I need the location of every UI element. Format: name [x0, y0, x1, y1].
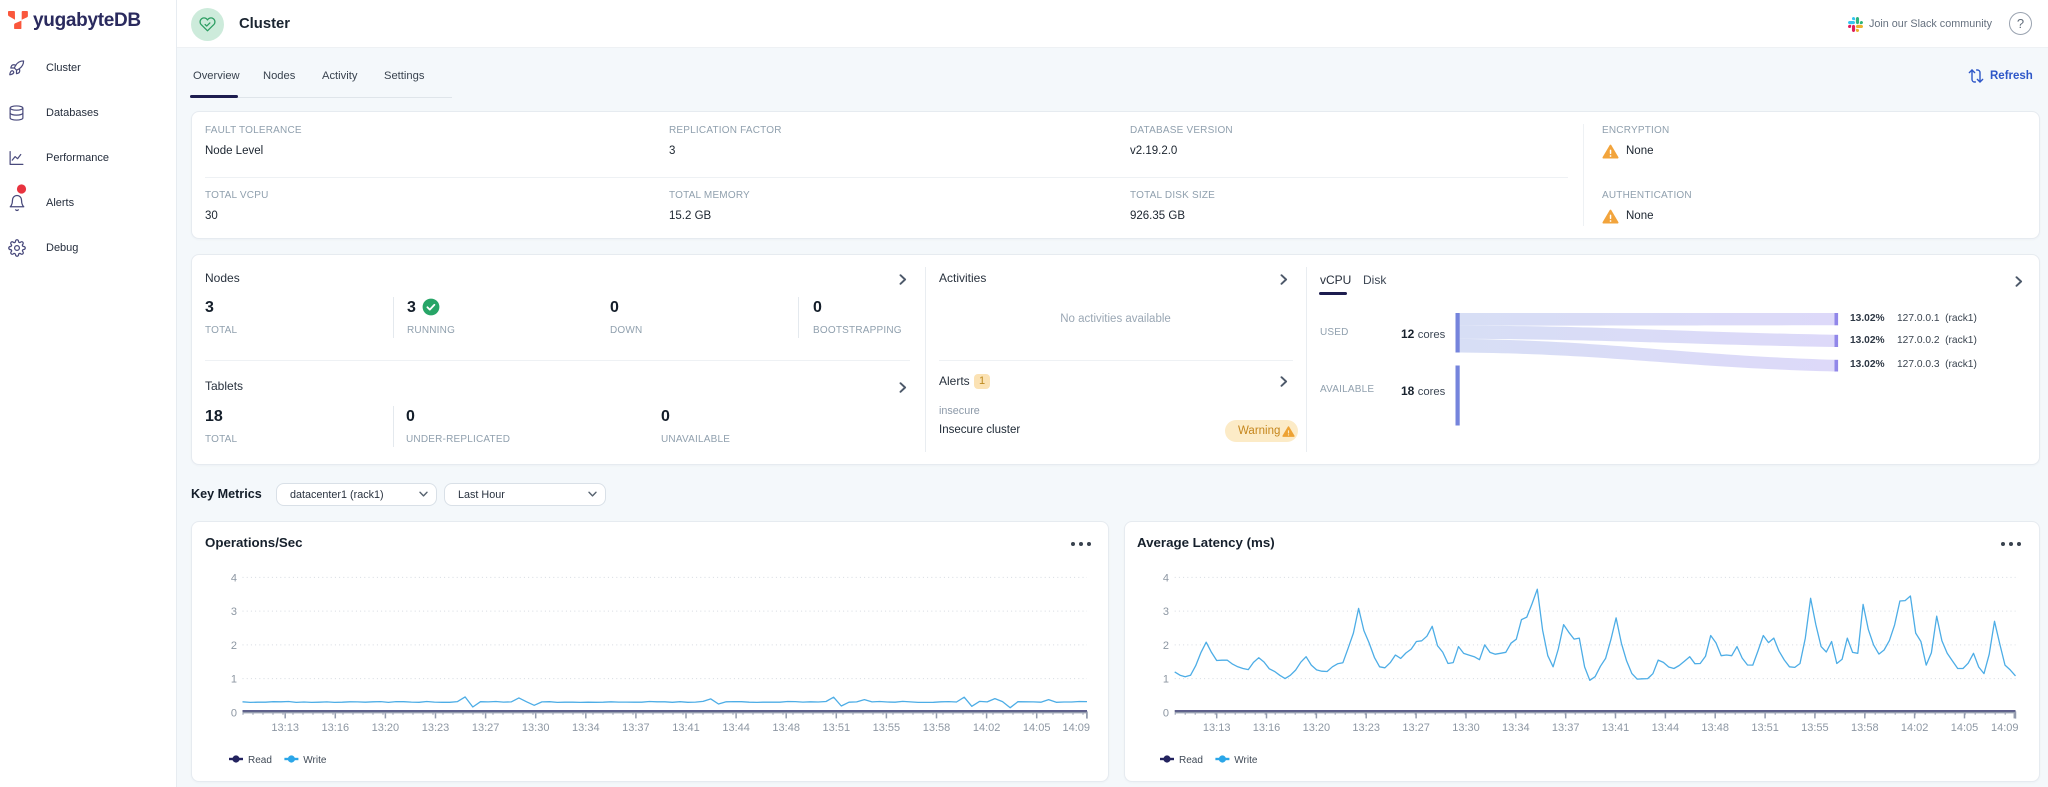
svg-text:13:37: 13:37 [1552, 722, 1580, 734]
svg-text:13:23: 13:23 [422, 722, 450, 734]
svg-text:13:34: 13:34 [1502, 722, 1530, 734]
svg-text:Read: Read [1179, 755, 1203, 765]
svg-text:13:51: 13:51 [823, 722, 851, 734]
svg-text:3: 3 [1163, 606, 1169, 618]
svg-text:0: 0 [1163, 707, 1169, 719]
svg-text:13:23: 13:23 [1352, 722, 1380, 734]
svg-text:Write: Write [1235, 755, 1259, 765]
svg-text:13:44: 13:44 [722, 722, 750, 734]
svg-text:4: 4 [231, 572, 237, 584]
svg-text:4: 4 [1163, 572, 1169, 584]
svg-text:14:09: 14:09 [1062, 722, 1090, 734]
svg-text:Read: Read [248, 755, 272, 765]
svg-text:13:58: 13:58 [1851, 722, 1879, 734]
svg-text:0: 0 [231, 707, 237, 719]
svg-text:1: 1 [231, 674, 237, 686]
svg-text:13:41: 13:41 [1602, 722, 1630, 734]
svg-text:14:09: 14:09 [1991, 722, 2019, 734]
svg-text:13:30: 13:30 [522, 722, 550, 734]
svg-text:13:58: 13:58 [923, 722, 951, 734]
svg-text:2: 2 [1163, 640, 1169, 652]
svg-text:13:44: 13:44 [1652, 722, 1680, 734]
svg-text:13:48: 13:48 [1701, 722, 1729, 734]
svg-text:13:55: 13:55 [1801, 722, 1829, 734]
svg-text:14:05: 14:05 [1023, 722, 1051, 734]
svg-text:13:20: 13:20 [1303, 722, 1331, 734]
svg-text:14:02: 14:02 [973, 722, 1001, 734]
svg-text:13:13: 13:13 [271, 722, 299, 734]
svg-text:13:30: 13:30 [1452, 722, 1480, 734]
svg-text:13:55: 13:55 [873, 722, 901, 734]
svg-text:13:41: 13:41 [672, 722, 700, 734]
svg-text:13:48: 13:48 [772, 722, 800, 734]
svg-text:1: 1 [1163, 674, 1169, 686]
svg-text:13:20: 13:20 [372, 722, 400, 734]
svg-text:13:27: 13:27 [1402, 722, 1430, 734]
svg-text:13:37: 13:37 [622, 722, 650, 734]
svg-text:13:13: 13:13 [1203, 722, 1231, 734]
svg-text:2: 2 [231, 640, 237, 652]
svg-text:13:51: 13:51 [1751, 722, 1779, 734]
svg-text:13:34: 13:34 [572, 722, 600, 734]
svg-text:14:05: 14:05 [1951, 722, 1979, 734]
svg-text:13:16: 13:16 [322, 722, 350, 734]
svg-text:14:02: 14:02 [1901, 722, 1929, 734]
svg-text:13:16: 13:16 [1253, 722, 1281, 734]
svg-text:Write: Write [303, 755, 327, 765]
svg-text:3: 3 [231, 606, 237, 618]
svg-text:13:27: 13:27 [472, 722, 500, 734]
